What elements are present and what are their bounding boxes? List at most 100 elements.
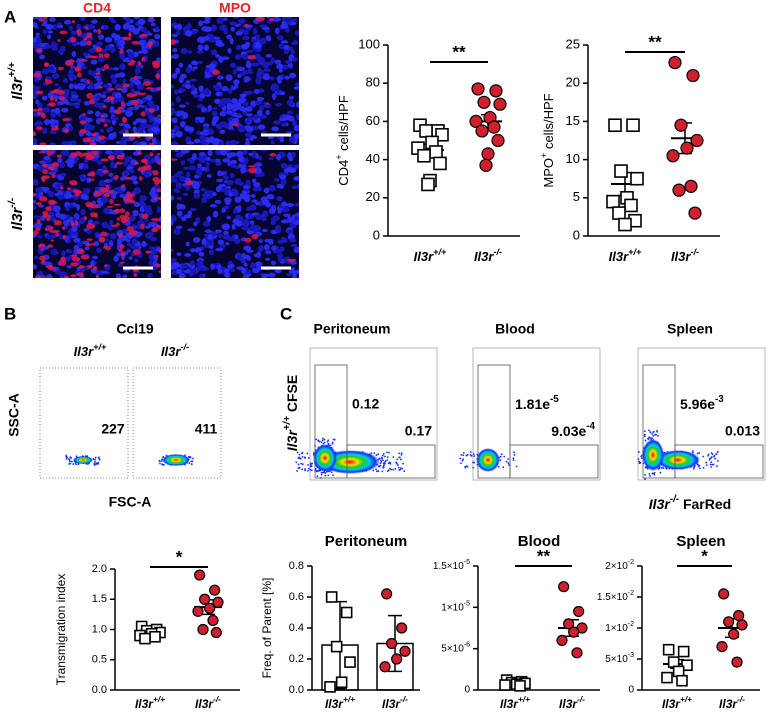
nucleus bbox=[246, 229, 254, 235]
event-dot bbox=[716, 465, 718, 467]
data-point bbox=[340, 606, 353, 619]
nucleus bbox=[57, 194, 64, 200]
event-count: 227 bbox=[101, 421, 125, 437]
nucleus bbox=[218, 103, 225, 108]
stain bbox=[35, 126, 43, 131]
text-part: -/- bbox=[690, 247, 699, 257]
data-point bbox=[487, 120, 501, 134]
event-dot bbox=[70, 460, 73, 463]
stain bbox=[57, 89, 65, 96]
data-point bbox=[608, 118, 622, 133]
nucleus bbox=[292, 120, 298, 127]
event-dot bbox=[466, 453, 469, 456]
nucleus bbox=[209, 159, 217, 163]
stain bbox=[102, 169, 109, 174]
nucleus bbox=[229, 163, 236, 168]
text-part: Il3r bbox=[161, 344, 181, 359]
nucleus bbox=[251, 134, 256, 140]
nucleus bbox=[294, 215, 299, 221]
nucleus bbox=[54, 83, 59, 87]
event-dot bbox=[297, 463, 300, 466]
nucleus bbox=[205, 162, 211, 166]
nucleus bbox=[260, 150, 268, 152]
nucleus bbox=[198, 251, 205, 257]
nucleus bbox=[171, 73, 178, 79]
nucleus bbox=[33, 37, 37, 43]
nucleus bbox=[79, 40, 87, 47]
stain bbox=[113, 174, 119, 180]
stain bbox=[70, 220, 75, 227]
nucleus bbox=[128, 256, 133, 260]
nucleus bbox=[71, 30, 77, 36]
stain bbox=[41, 163, 48, 168]
stain bbox=[119, 261, 126, 264]
density bbox=[656, 450, 700, 470]
nucleus bbox=[180, 120, 186, 128]
nucleus bbox=[266, 194, 275, 200]
event-dot bbox=[315, 438, 318, 441]
text-part: 0.0 bbox=[289, 684, 304, 696]
data-point bbox=[618, 217, 632, 232]
stain bbox=[86, 40, 92, 46]
nucleus bbox=[232, 17, 240, 19]
nucleus bbox=[292, 272, 297, 278]
nucleus bbox=[191, 156, 197, 161]
nucleus bbox=[82, 52, 89, 56]
nucleus bbox=[239, 192, 247, 200]
nucleus bbox=[59, 162, 65, 169]
data-point bbox=[194, 569, 206, 581]
nucleus bbox=[215, 247, 223, 252]
nucleus bbox=[155, 26, 160, 31]
text-part: +/+ bbox=[433, 247, 447, 257]
nucleus bbox=[86, 110, 94, 115]
data-point bbox=[210, 626, 222, 639]
text-part: -4 bbox=[586, 421, 595, 432]
text-part: Il3r bbox=[325, 697, 344, 711]
nucleus bbox=[61, 250, 66, 257]
x-tick-label: Il3r-/- bbox=[474, 247, 502, 264]
nucleus bbox=[104, 45, 111, 51]
stain bbox=[156, 114, 161, 117]
nucleus bbox=[196, 171, 203, 177]
nucleus bbox=[261, 228, 268, 233]
event-dot bbox=[707, 453, 710, 456]
data-point bbox=[728, 628, 740, 640]
nucleus bbox=[217, 268, 223, 275]
density bbox=[476, 448, 500, 472]
stain bbox=[120, 251, 125, 257]
nucleus bbox=[221, 207, 226, 213]
event-dot bbox=[390, 468, 392, 471]
y-tick-label: 25 bbox=[566, 36, 580, 51]
data-point bbox=[386, 637, 398, 650]
stain bbox=[123, 176, 133, 180]
nucleus bbox=[95, 170, 103, 176]
stain bbox=[71, 256, 81, 262]
nucleus bbox=[82, 176, 87, 181]
nucleus bbox=[217, 75, 224, 80]
stain bbox=[57, 39, 61, 43]
event-dot bbox=[513, 454, 516, 456]
nucleus bbox=[231, 86, 236, 91]
event-dot bbox=[710, 466, 713, 469]
event-dot bbox=[497, 465, 500, 468]
nucleus bbox=[76, 23, 82, 31]
nucleus bbox=[132, 121, 137, 126]
event-dot bbox=[318, 440, 321, 443]
gate bbox=[642, 364, 676, 479]
data-point bbox=[475, 124, 489, 138]
stain bbox=[134, 75, 138, 80]
text-part: Il3r bbox=[671, 249, 691, 264]
nucleus bbox=[192, 66, 198, 70]
event-dot bbox=[644, 439, 647, 442]
nucleus bbox=[54, 187, 60, 192]
nucleus bbox=[73, 84, 81, 90]
text-part: -5 bbox=[550, 394, 559, 405]
data-point bbox=[396, 622, 408, 634]
nucleus bbox=[276, 35, 284, 41]
nucleus bbox=[63, 77, 68, 84]
nucleus bbox=[256, 187, 262, 192]
event-dot bbox=[381, 457, 383, 460]
stain bbox=[248, 167, 257, 174]
nucleus bbox=[271, 245, 277, 251]
y-tick-label: 0.6 bbox=[289, 591, 304, 603]
